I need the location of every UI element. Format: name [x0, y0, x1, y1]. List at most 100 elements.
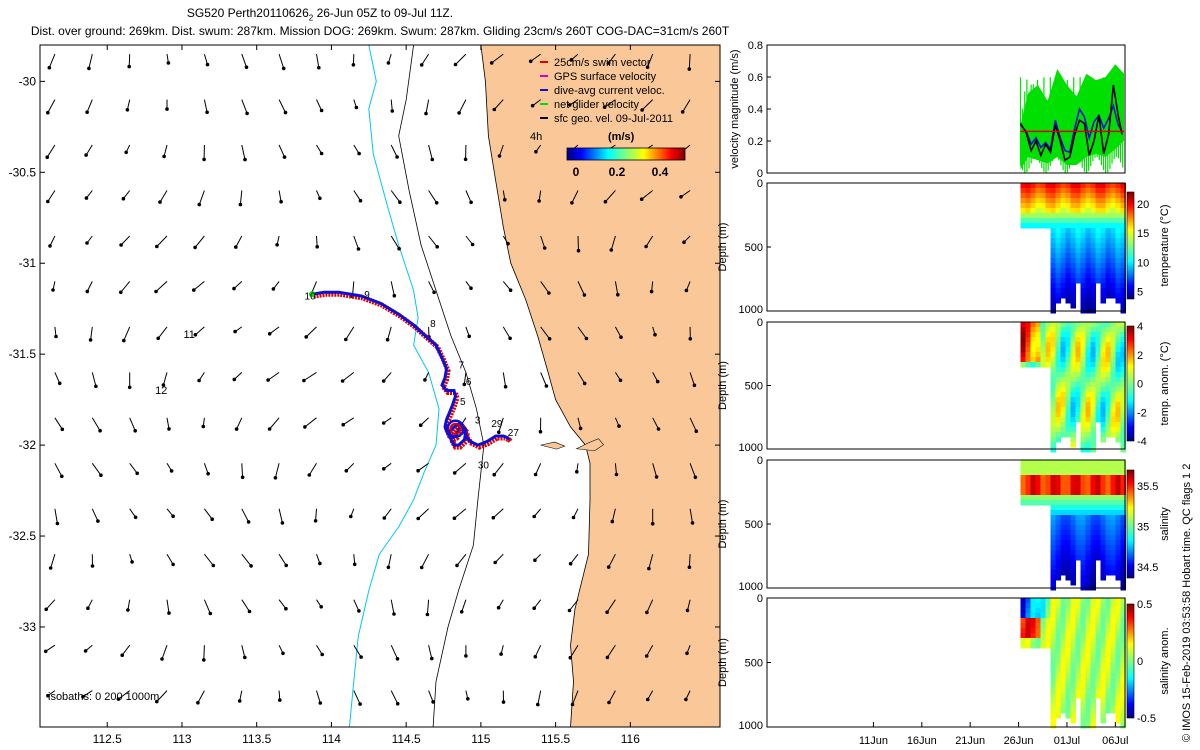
- arrow-head: [693, 475, 698, 480]
- section-cell: [1050, 183, 1056, 189]
- section-cell: [1085, 570, 1091, 576]
- arrow-head: [584, 336, 589, 341]
- section-cell: [1055, 575, 1061, 581]
- arrow-head: [127, 64, 131, 69]
- section-cell: [1090, 218, 1096, 224]
- arrow-head: [313, 519, 318, 523]
- section-cell: [1080, 723, 1086, 729]
- section-cell: [1060, 688, 1066, 694]
- section-cell: [1120, 653, 1126, 659]
- section-cell: [1110, 412, 1116, 418]
- section-cell: [1085, 243, 1091, 249]
- section-cell: [1030, 608, 1036, 614]
- section-cell: [1040, 183, 1046, 189]
- section-cell: [1065, 362, 1071, 368]
- section-cell: [1110, 288, 1116, 294]
- section-cell: [1080, 550, 1086, 556]
- section-cell: [1085, 362, 1091, 368]
- arrow-head: [160, 657, 164, 661]
- section-cell: [1020, 460, 1026, 466]
- section-cell: [1080, 460, 1086, 466]
- arrow-head: [390, 109, 395, 113]
- arrow-head: [280, 521, 285, 525]
- section-cell: [1090, 510, 1096, 516]
- section-cell: [1035, 470, 1041, 476]
- section-cell: [1075, 683, 1081, 689]
- section-cell: [1055, 495, 1061, 501]
- section-cell: [1080, 342, 1086, 348]
- section-cell: [1085, 480, 1091, 486]
- section-cell: [1080, 303, 1086, 309]
- section-cell: [1065, 475, 1071, 481]
- section-cell: [1065, 708, 1071, 714]
- section-cell: [1060, 183, 1066, 189]
- section-cell: [1070, 545, 1076, 551]
- section-cell: [1115, 608, 1121, 614]
- arrow-head: [530, 103, 535, 108]
- section-cell: [1045, 613, 1051, 619]
- section-cell: [1045, 638, 1051, 644]
- section-cell: [1090, 417, 1096, 423]
- section-cell: [1105, 382, 1111, 388]
- section-cell: [1055, 653, 1061, 659]
- section-cell: [1080, 293, 1086, 299]
- arrow-head: [85, 289, 90, 294]
- section-cell: [1070, 603, 1076, 609]
- section-cell: [1055, 198, 1061, 204]
- section-cell: [1035, 357, 1041, 363]
- section-cell: [1050, 332, 1056, 338]
- section-cell: [1075, 520, 1081, 526]
- arrow-head: [603, 199, 608, 204]
- section-cell: [1120, 658, 1126, 664]
- section-cell: [1050, 658, 1056, 664]
- section-cell: [1030, 470, 1036, 476]
- section-cell: [1095, 337, 1101, 343]
- section-cell: [1035, 598, 1041, 604]
- section-cell: [1070, 288, 1076, 294]
- section-cell: [1120, 718, 1126, 724]
- section-cell: [1090, 427, 1096, 433]
- geo-velocity-arrow: [278, 144, 285, 158]
- section-cell: [1080, 337, 1086, 343]
- geo-velocity-arrow: [316, 99, 323, 111]
- colorbar-tick-label: 20: [1137, 199, 1149, 211]
- section-cell: [1065, 357, 1071, 363]
- geo-velocity-arrow: [426, 599, 430, 615]
- section-cell: [1120, 623, 1126, 629]
- section-cell: [1070, 703, 1076, 709]
- geo-velocity-arrow: [682, 99, 691, 113]
- section-cell: [1085, 263, 1091, 269]
- y-axis-label: Depth (m): [717, 361, 729, 410]
- section-cell: [1090, 723, 1096, 729]
- section-cell: [1060, 565, 1066, 571]
- isobaths-label: isobaths: 0 200 1000m: [48, 691, 159, 703]
- section-cell: [1060, 293, 1066, 299]
- section-cell: [1050, 347, 1056, 353]
- section-cell: [1115, 322, 1121, 328]
- section-cell: [1115, 288, 1121, 294]
- section-cell: [1120, 708, 1126, 714]
- section-cell: [1080, 673, 1086, 679]
- section-cell: [1105, 663, 1111, 669]
- section-cell: [1120, 447, 1126, 453]
- section-cell: [1120, 283, 1126, 289]
- geo-velocity-arrow: [428, 144, 433, 160]
- section-cell: [1060, 555, 1066, 561]
- section-cell: [1085, 618, 1091, 624]
- section-cell: [1025, 362, 1031, 368]
- section-cell: [1105, 658, 1111, 664]
- geo-velocity-arrow: [120, 235, 131, 246]
- section-cell: [1115, 598, 1121, 604]
- geo-velocity-arrow: [315, 508, 317, 521]
- section-cell: [1095, 387, 1101, 393]
- section-cell: [1055, 500, 1061, 506]
- geo-velocity-arrow: [455, 53, 467, 65]
- section-cell: [1085, 613, 1091, 619]
- section-cell: [1080, 427, 1086, 433]
- section-cell: [1060, 352, 1066, 358]
- section-cell: [1095, 243, 1101, 249]
- section-cell: [1080, 633, 1086, 639]
- section-cell: [1045, 500, 1051, 506]
- section-cell: [1050, 437, 1056, 443]
- section-cell: [1050, 633, 1056, 639]
